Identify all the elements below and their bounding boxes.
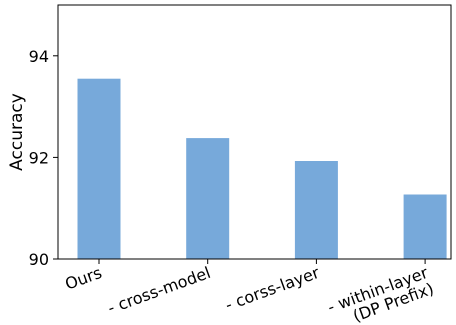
y-tick-label-2: 94	[29, 47, 49, 66]
x-tick-label-line: - cross-model	[105, 263, 213, 318]
bar-1	[186, 138, 230, 259]
x-tick-label-3: - within-layer(DP Prefix)	[325, 263, 437, 325]
x-tick-label-1: - cross-model	[105, 263, 213, 318]
y-tick-label-1: 92	[29, 148, 49, 167]
bar-3	[403, 194, 447, 259]
x-tick-label-line: Ours	[62, 263, 104, 294]
y-ticks-group: 90 92 94	[29, 47, 58, 269]
x-ticks-group: Ours - cross-model - corss-layer - within-l…	[62, 259, 436, 325]
y-tick-label-0: 90	[29, 250, 49, 269]
plot-frame	[57, 4, 452, 260]
x-tick-label-0: Ours	[62, 263, 104, 294]
x-tick-label-line: - corss-layer	[223, 263, 323, 315]
bars-group	[77, 78, 447, 259]
bar-0	[77, 78, 121, 259]
axes-group	[57, 4, 452, 260]
x-tick-label-2: - corss-layer	[223, 263, 323, 315]
y-axis-label: Accuracy	[7, 93, 27, 171]
bar-2	[294, 161, 338, 259]
